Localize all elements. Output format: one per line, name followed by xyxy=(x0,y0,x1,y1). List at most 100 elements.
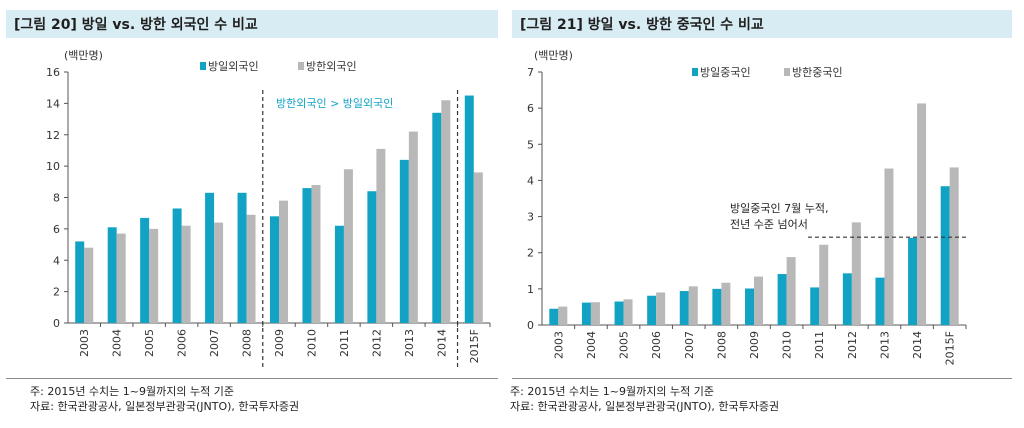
bar-japan-2014 xyxy=(432,112,442,323)
legend-label: 방일외국인 xyxy=(208,59,259,73)
legend-swatch xyxy=(692,68,698,76)
bar-korea-2010 xyxy=(786,257,796,325)
x-tick-label: 2003 xyxy=(78,329,91,357)
bar-japan-2005 xyxy=(140,217,150,323)
bar-chart-foreigners: (백만명) 0 2 4 6 8 10 12 14 16 2003 2004 2005 2006 2007 20… xyxy=(46,49,491,368)
bar-korea-2007 xyxy=(688,286,698,325)
x-tick-label: 2011 xyxy=(813,331,826,359)
bar-chart-chinese: (백만명) 0 1 2 3 4 5 6 7 2003 2004 2005 2006 2007 2008 200… xyxy=(527,49,968,365)
y-tick-label: 2 xyxy=(527,247,534,260)
y-tick-label: 16 xyxy=(46,66,60,79)
bar-japan-2004 xyxy=(581,302,591,325)
bar-japan-2008 xyxy=(237,192,247,323)
y-tick-label: 4 xyxy=(527,174,534,187)
x-tick-label: 2006 xyxy=(176,329,189,357)
bar-japan-2004 xyxy=(107,227,117,323)
bar-korea-2003 xyxy=(84,247,94,323)
y-tick-label: 10 xyxy=(46,160,60,173)
legend-label: 방한외국인 xyxy=(306,60,357,73)
bar-korea-2004 xyxy=(590,302,600,325)
bar-korea-2009 xyxy=(754,276,763,325)
bar-japan-2009 xyxy=(270,216,279,323)
x-tick-label: 2008 xyxy=(715,331,728,359)
x-tick-label: 2007 xyxy=(208,329,221,357)
y-tick-label: 1 xyxy=(527,283,534,296)
bar-japan-2013 xyxy=(875,277,885,325)
bar-japan-2008 xyxy=(712,288,722,325)
x-tick-label: 2009 xyxy=(748,331,761,359)
bar-japan-2007 xyxy=(679,291,689,325)
x-tick-label: 2004 xyxy=(111,329,124,357)
unit-label: (백만명) xyxy=(64,49,103,62)
x-tick-label: 2008 xyxy=(241,329,254,357)
bar-korea-2003 xyxy=(558,306,568,325)
bar-korea-2013 xyxy=(884,168,894,325)
y-tick-label: 4 xyxy=(53,254,60,267)
bar-korea-2007 xyxy=(214,222,224,323)
bar-korea-2011 xyxy=(343,169,353,323)
x-tick-label: 2003 xyxy=(552,331,565,359)
x-tick-label: 2009 xyxy=(273,329,286,357)
bar-korea-2014 xyxy=(917,103,927,326)
bar-korea-2008 xyxy=(246,214,256,323)
bar-korea-2011 xyxy=(819,244,829,325)
note-line: 주: 2015년 수치는 1~9월까지의 누적 기준 xyxy=(510,385,714,398)
x-tick-label: 2015F xyxy=(944,331,957,365)
bar-japan-2015F xyxy=(940,186,950,325)
chart-notes: 주: 2015년 수치는 1~9월까지의 누적 기준 자료: 한국관광공사, 일… xyxy=(30,384,299,414)
x-tick-label: 2004 xyxy=(585,331,598,359)
source-line: 자료: 한국관광공사, 일본정부관광국(JNTO), 한국투자증권 xyxy=(510,400,780,413)
y-tick-label: 3 xyxy=(527,211,534,224)
y-tick-label: 14 xyxy=(46,97,60,110)
bar-korea-2006 xyxy=(181,225,191,323)
legend-swatch xyxy=(298,62,304,70)
x-tick-label: 2007 xyxy=(683,331,696,359)
x-tick-label: 2013 xyxy=(403,329,416,357)
bar-korea-2012 xyxy=(376,148,386,323)
y-tick-label: 0 xyxy=(53,317,60,330)
bar-korea-2006 xyxy=(656,292,666,325)
chart-notes: 주: 2015년 수치는 1~9월까지의 누적 기준 자료: 한국관광공사, 일… xyxy=(510,384,779,414)
annotation-text: 전년 수준 넘어서 xyxy=(730,218,808,231)
bar-japan-2010 xyxy=(777,274,787,325)
bar-japan-2007 xyxy=(205,192,215,323)
bar-korea-2010 xyxy=(311,184,321,323)
chart-panel-right: [그림 21] 방일 vs. 방한 중국인 수 비교 (백만명) 0 1 2 3 4 5 6 7… xyxy=(506,0,1024,428)
divider-line xyxy=(512,378,1012,379)
bar-japan-2010 xyxy=(302,188,312,323)
legend-label: 방한중국인 xyxy=(792,66,843,79)
legend-label: 방일중국인 xyxy=(700,65,751,79)
bar-korea-2015F xyxy=(473,172,483,323)
bar-korea-2004 xyxy=(116,233,126,323)
legend-swatch xyxy=(784,68,790,76)
bar-korea-2013 xyxy=(408,131,418,323)
bar-korea-2005 xyxy=(623,299,633,325)
x-tick-label: 2014 xyxy=(911,331,924,359)
bar-korea-2012 xyxy=(851,222,861,325)
bar-japan-2005 xyxy=(614,301,624,325)
note-line: 주: 2015년 수치는 1~9월까지의 누적 기준 xyxy=(30,385,234,398)
bar-korea-2014 xyxy=(441,100,451,323)
chart-panel-left: [그림 20] 방일 vs. 방한 외국인 수 비교 (백만명) 0 2 4 6 8 10 1… xyxy=(0,0,506,428)
chart-title: [그림 21] 방일 vs. 방한 중국인 수 비교 xyxy=(512,10,1012,38)
divider-line xyxy=(6,378,498,379)
bar-korea-2005 xyxy=(149,228,159,323)
y-tick-label: 8 xyxy=(53,192,60,205)
x-tick-label: 2014 xyxy=(435,329,448,357)
x-tick-label: 2013 xyxy=(878,331,891,359)
y-tick-label: 2 xyxy=(53,286,60,299)
unit-label: (백만명) xyxy=(534,49,573,62)
x-tick-label: 2010 xyxy=(305,329,318,357)
x-tick-label: 2011 xyxy=(338,329,351,357)
x-tick-label: 2012 xyxy=(370,329,383,357)
bar-japan-2011 xyxy=(810,287,820,325)
y-tick-label: 6 xyxy=(527,102,534,115)
annotation-text: 방일중국인 7월 누적, xyxy=(730,201,828,215)
y-tick-label: 6 xyxy=(53,223,60,236)
bar-japan-2012 xyxy=(367,191,377,323)
bar-japan-2014 xyxy=(908,237,918,325)
bar-japan-2006 xyxy=(172,208,182,323)
bar-japan-2003 xyxy=(549,308,559,325)
bar-korea-2009 xyxy=(279,200,288,323)
x-tick-label: 2010 xyxy=(781,331,794,359)
